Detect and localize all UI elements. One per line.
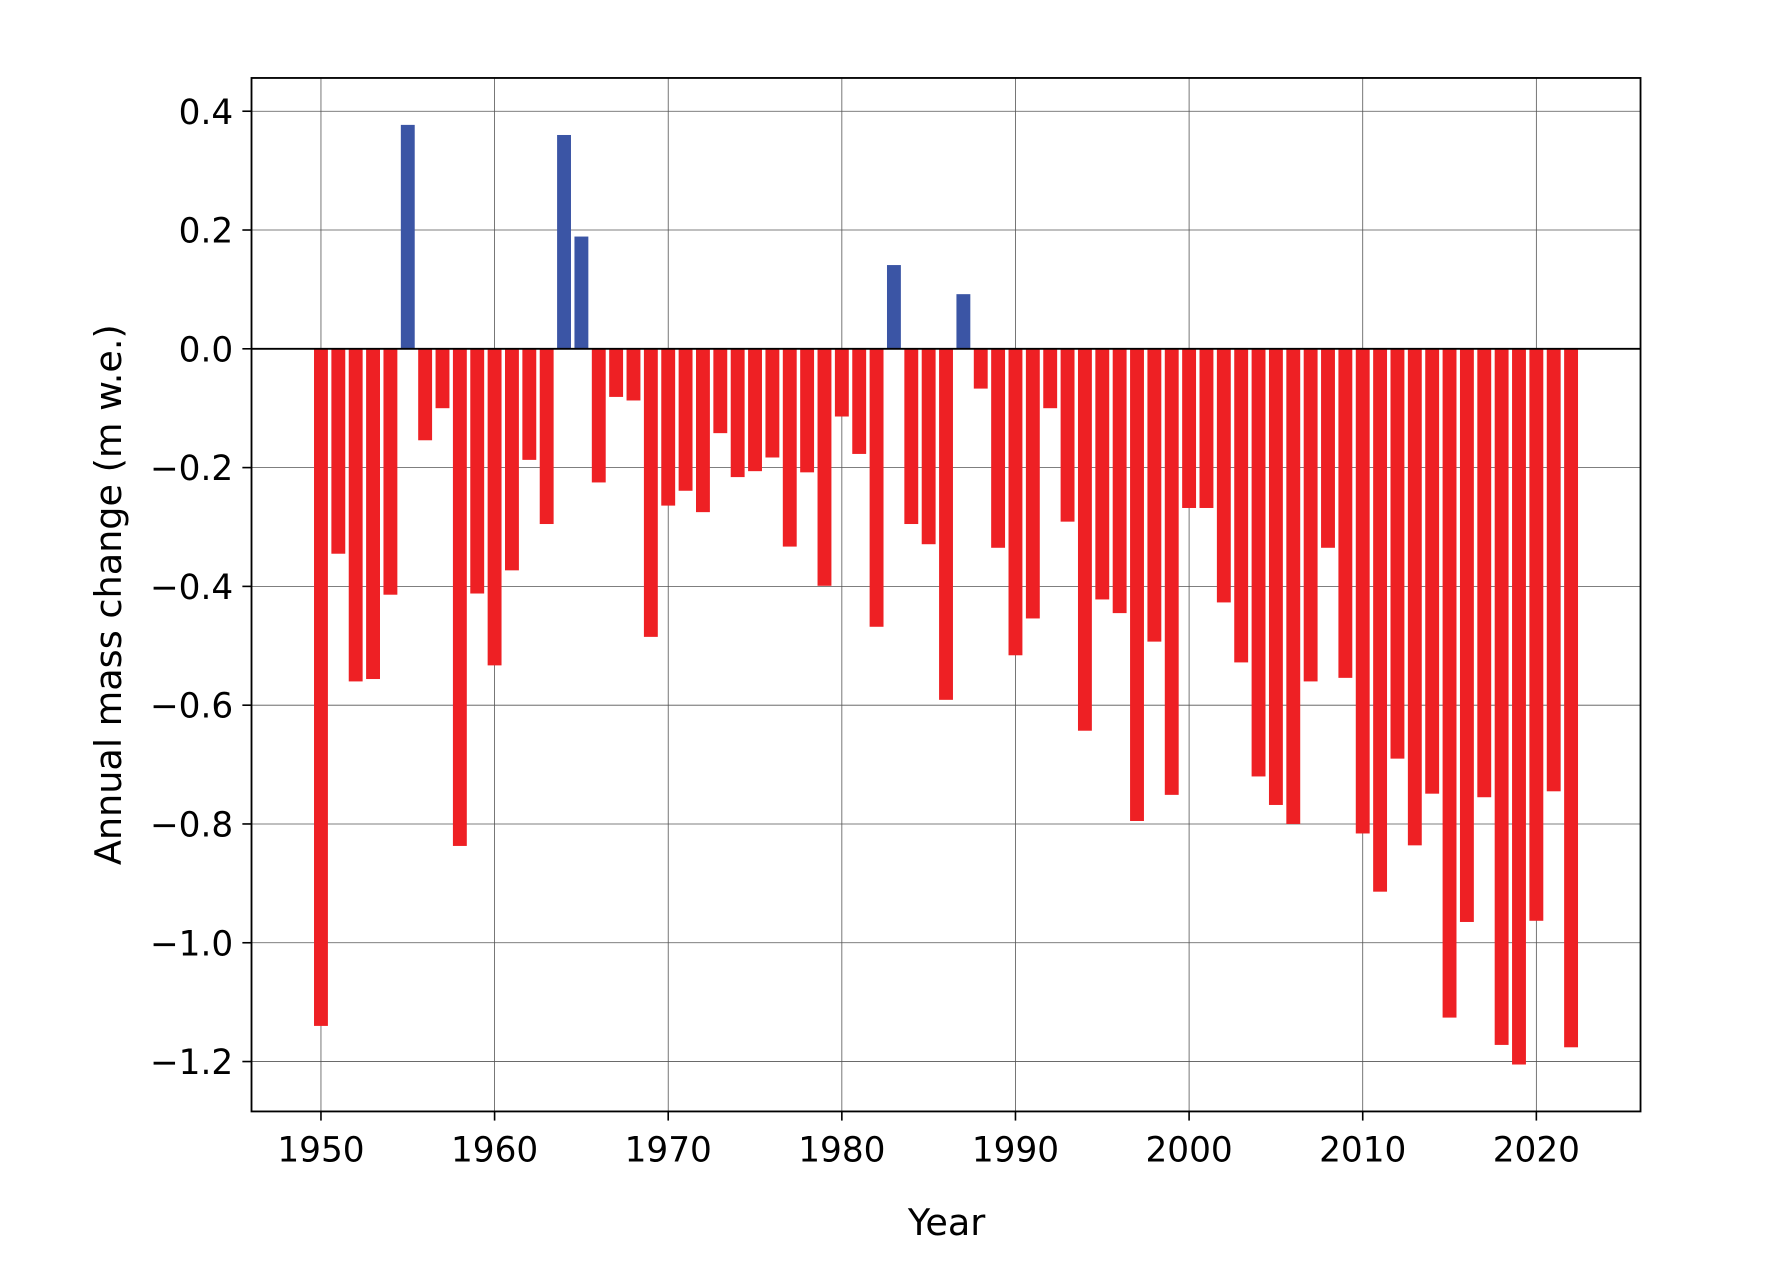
bar-2020: [1529, 348, 1544, 921]
bar-1964: [557, 134, 571, 349]
bar-1984: [904, 348, 919, 525]
y-tick-label: −0.8: [150, 806, 233, 846]
bar-1979: [817, 348, 832, 586]
bar-2000: [1182, 348, 1197, 508]
bar-1993: [1060, 348, 1075, 522]
bar-2005: [1268, 348, 1283, 805]
bar-1971: [678, 348, 693, 491]
bar-1972: [695, 348, 710, 513]
x-tick-label: 1980: [798, 1131, 885, 1171]
bar-2018: [1494, 348, 1509, 1045]
y-tick-label: −0.4: [150, 568, 233, 608]
x-tick-label: 2020: [1493, 1131, 1580, 1171]
bar-2010: [1355, 348, 1370, 834]
x-tick-label: 2010: [1319, 1131, 1406, 1171]
bar-1961: [505, 348, 519, 571]
bar-1950: [314, 348, 328, 1026]
x-axis-ticks: 1950 1960 1970 1980 1990 2000 2010 2020: [277, 1111, 1580, 1171]
bar-2015: [1442, 348, 1457, 1018]
bar-1954: [383, 348, 398, 595]
y-tick-label: −0.6: [150, 687, 233, 727]
bar-1977: [782, 348, 797, 547]
bar-2009: [1338, 348, 1353, 678]
x-tick-label: 1960: [451, 1131, 538, 1171]
bar-1983: [886, 265, 901, 349]
bar-1951: [331, 348, 346, 554]
bar-2003: [1234, 348, 1249, 663]
bar-1965: [574, 236, 589, 349]
y-tick-label: 0.0: [179, 330, 234, 370]
bar-1958: [452, 348, 467, 846]
bar-1999: [1164, 348, 1179, 795]
bar-1960: [487, 348, 502, 666]
bar-2013: [1407, 348, 1422, 846]
bar-1967: [609, 348, 624, 397]
x-tick-label: 2000: [1145, 1131, 1232, 1171]
bar-1974: [730, 348, 745, 478]
bar-2004: [1251, 348, 1266, 777]
bar-1980: [834, 348, 849, 417]
bar-2016: [1459, 348, 1474, 922]
bar-1959: [470, 348, 485, 594]
bar-1996: [1112, 348, 1127, 614]
bar-1968: [626, 348, 641, 401]
bar-1966: [591, 348, 606, 483]
bar-2002: [1216, 348, 1231, 603]
bar-2001: [1199, 348, 1214, 508]
x-tick-label: 1990: [972, 1131, 1059, 1171]
bar-2011: [1373, 348, 1388, 892]
bar-1991: [1025, 348, 1040, 619]
bar-1953: [366, 348, 380, 680]
bars: [314, 124, 1579, 1065]
bar-1976: [765, 348, 780, 458]
x-axis-label: Year: [907, 1201, 986, 1244]
bar-2017: [1477, 348, 1492, 798]
bar-2014: [1425, 348, 1440, 794]
bar-1962: [522, 348, 537, 460]
x-tick-label: 1950: [277, 1131, 364, 1171]
bar-1997: [1130, 348, 1144, 821]
bar-1978: [800, 348, 815, 473]
bar-1987: [956, 294, 971, 349]
bar-1963: [539, 348, 554, 525]
bar-1957: [435, 348, 450, 409]
plot-frame: [250, 77, 1642, 1113]
bar-1975: [748, 348, 762, 472]
bar-1973: [713, 348, 728, 434]
bar-1952: [348, 348, 363, 682]
y-tick-label: 0.4: [179, 93, 234, 133]
y-tick-label: 0.2: [179, 212, 234, 252]
bar-2019: [1512, 348, 1526, 1065]
bar-2021: [1546, 348, 1561, 792]
bar-1995: [1095, 348, 1110, 600]
bar-1956: [418, 348, 433, 441]
bar-1998: [1147, 348, 1162, 642]
bar-1969: [643, 348, 658, 637]
bar-1990: [1008, 348, 1023, 656]
bar-1982: [869, 348, 884, 627]
bar-1994: [1077, 348, 1092, 731]
bar-1986: [939, 348, 953, 700]
bar-2022: [1564, 348, 1579, 1048]
bar-2007: [1303, 348, 1318, 682]
bar-1985: [921, 348, 936, 545]
y-tick-label: −0.2: [150, 449, 233, 489]
bar-1988: [973, 348, 988, 389]
bar-1992: [1043, 348, 1058, 409]
y-axis-label: Annual mass change (m w.e.): [87, 324, 130, 865]
y-tick-label: −1.0: [150, 924, 233, 964]
x-tick-label: 1970: [625, 1131, 712, 1171]
bar-1981: [852, 348, 867, 454]
bar-2012: [1390, 348, 1405, 759]
bar-1970: [661, 348, 676, 506]
y-axis-ticks: 0.4 0.2 0.0 −0.2 −0.4 −0.6 −0.8 −1.0 −1.2: [150, 93, 252, 1083]
y-tick-label: −1.2: [150, 1043, 233, 1083]
bar-1989: [991, 348, 1006, 548]
bar-2008: [1321, 348, 1335, 548]
bar-2006: [1286, 348, 1301, 824]
bar-1955: [400, 124, 415, 349]
